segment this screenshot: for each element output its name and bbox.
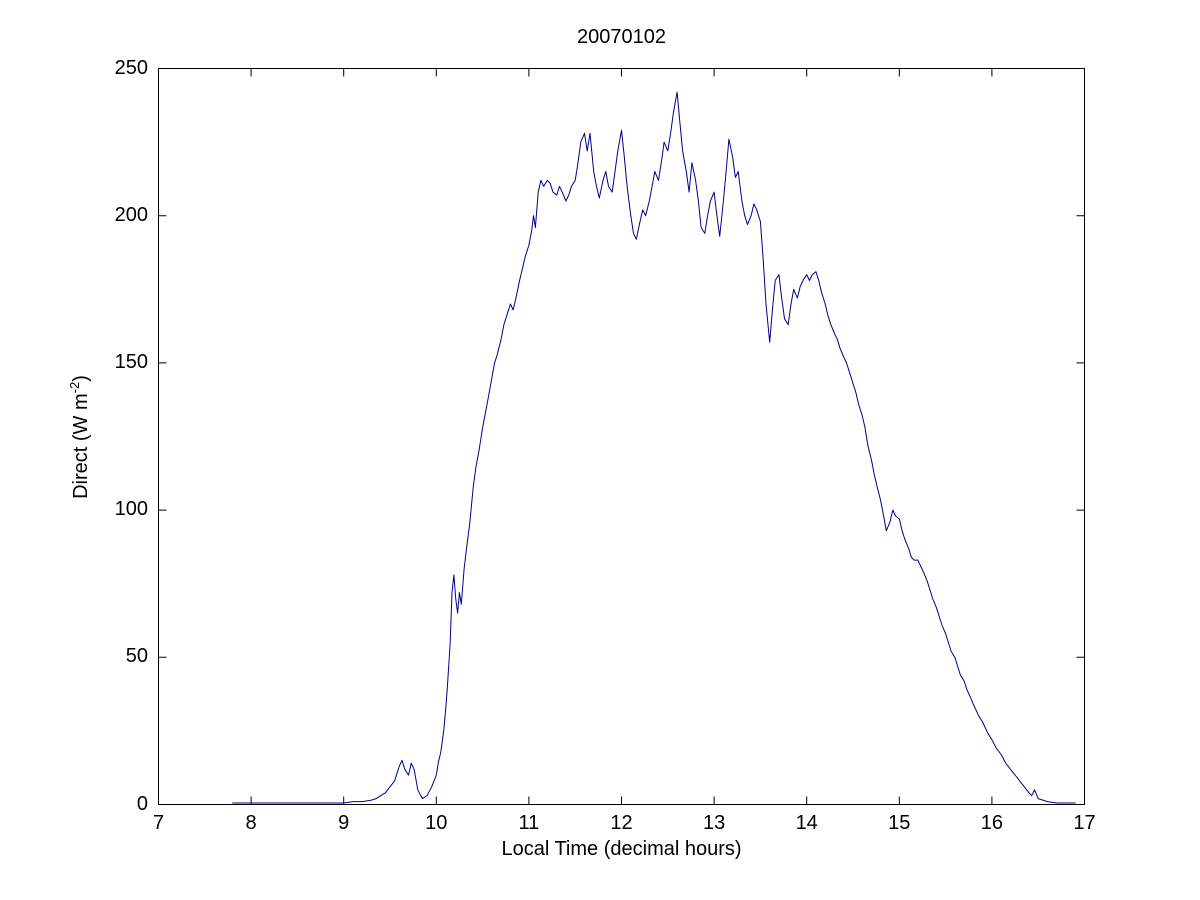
y-tick-label: 50 bbox=[125, 645, 148, 668]
x-tick-label: 16 bbox=[980, 812, 1004, 834]
axes-box bbox=[158, 68, 1085, 805]
y-tick-label: 0 bbox=[136, 792, 148, 815]
x-tick-label: 11 bbox=[518, 812, 540, 834]
x-tick-label: 13 bbox=[702, 812, 726, 834]
plot-area bbox=[158, 68, 1085, 805]
y-axis-label-close: ) bbox=[69, 375, 92, 382]
y-axis-label: Direct (W m-2) bbox=[67, 375, 93, 499]
x-axis-label: Local Time (decimal hours) bbox=[501, 838, 742, 860]
plot-canvas bbox=[158, 68, 1085, 805]
y-tick-label: 150 bbox=[114, 350, 148, 373]
x-tick-label: 9 bbox=[338, 812, 350, 834]
x-tick-label: 7 bbox=[152, 812, 165, 834]
x-tick-label: 8 bbox=[245, 812, 257, 834]
y-axis-label-exponent: -2 bbox=[67, 381, 83, 394]
x-tick-label: 17 bbox=[1073, 812, 1096, 834]
y-tick-label: 250 bbox=[114, 56, 148, 79]
chart-title: 20070102 bbox=[577, 26, 666, 48]
x-tick-label: 12 bbox=[610, 812, 633, 834]
x-tick-label: 14 bbox=[795, 812, 818, 834]
y-axis-label-text: Direct (W m bbox=[69, 393, 92, 499]
y-tick-label: 200 bbox=[114, 203, 148, 226]
x-tick-label: 10 bbox=[425, 812, 448, 834]
x-tick-label: 15 bbox=[888, 812, 911, 834]
y-tick-label: 100 bbox=[114, 498, 148, 521]
data-line-series bbox=[232, 91, 1076, 804]
axis-tick-marks bbox=[158, 68, 1085, 805]
